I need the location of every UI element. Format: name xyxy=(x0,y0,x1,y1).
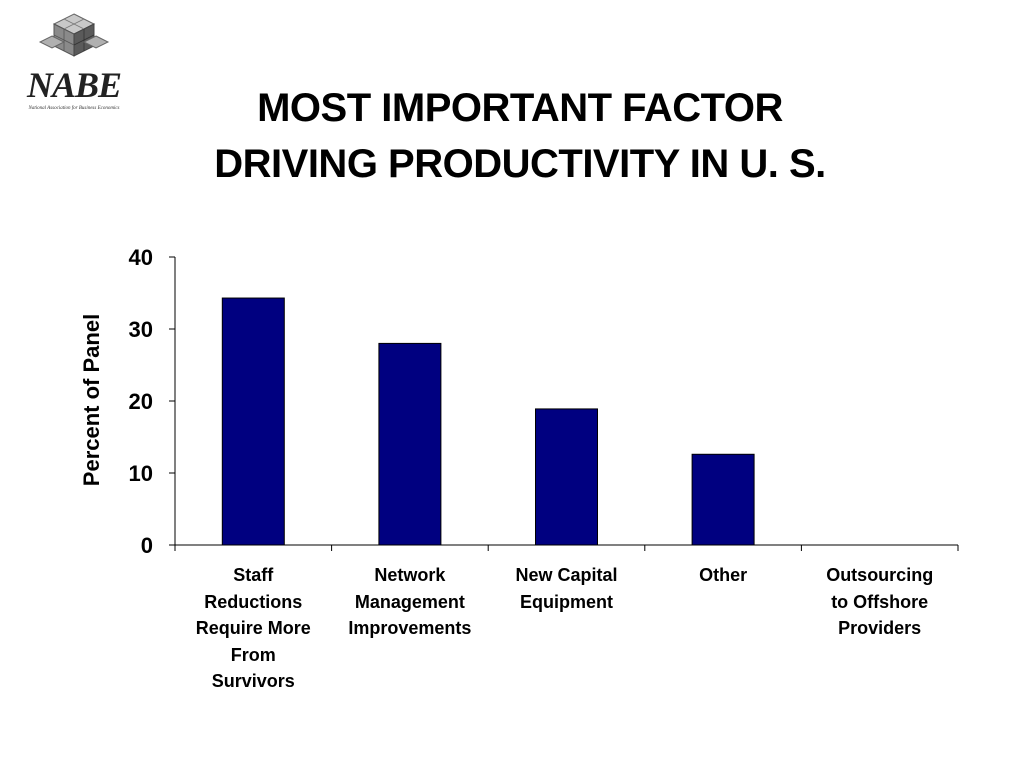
bar xyxy=(691,453,755,546)
cube-grid-icon xyxy=(38,13,110,57)
y-tick-label: 40 xyxy=(129,245,153,270)
page-title: MOST IMPORTANT FACTOR DRIVING PRODUCTIVI… xyxy=(100,80,940,192)
bar xyxy=(378,342,442,546)
bar xyxy=(221,297,285,546)
logo-wordmark: NABE xyxy=(26,65,122,105)
logo-subtitle: National Association for Business Econom… xyxy=(28,106,120,111)
title-line-2: DRIVING PRODUCTIVITY IN U. S. xyxy=(214,142,826,186)
y-tick-label: 0 xyxy=(141,533,153,558)
y-tick-label: 30 xyxy=(129,317,153,342)
nabe-logo: NABE National Association for Business E… xyxy=(14,12,134,112)
y-tick-label: 20 xyxy=(129,389,153,414)
title-line-1: MOST IMPORTANT FACTOR xyxy=(257,86,783,130)
bar xyxy=(535,408,598,546)
y-tick-label: 10 xyxy=(129,461,153,486)
